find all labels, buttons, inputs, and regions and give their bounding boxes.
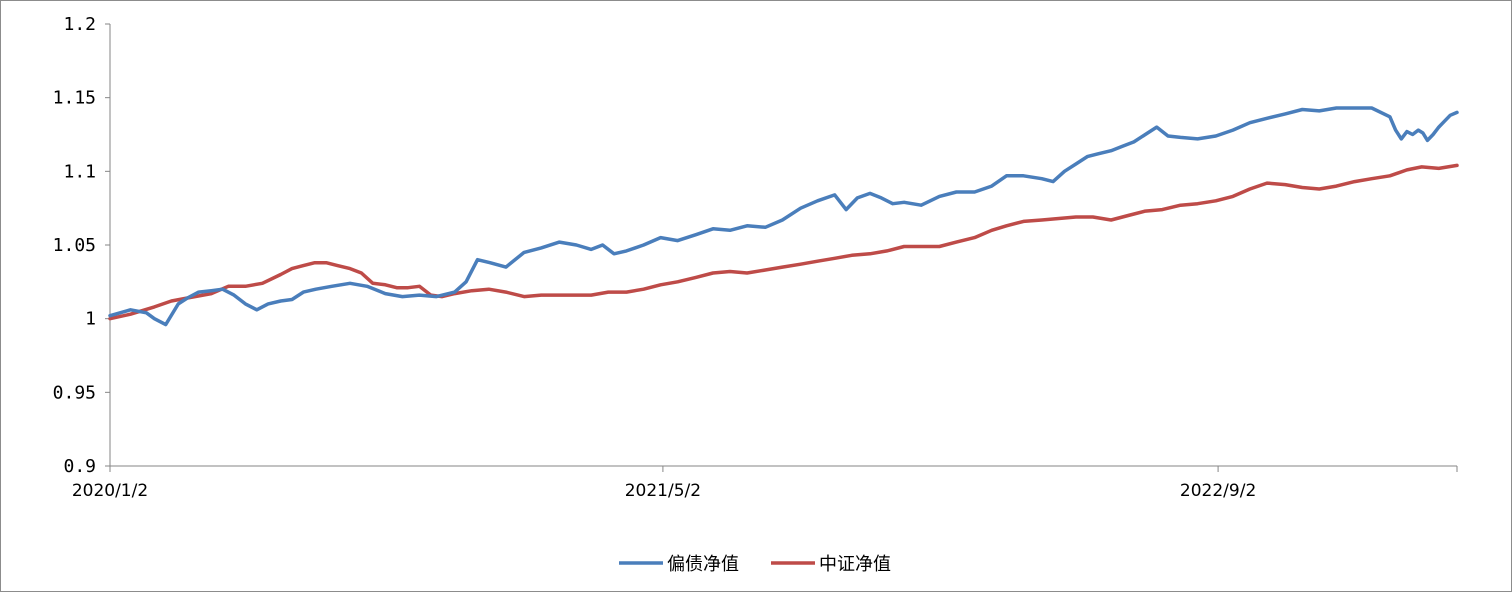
x-tick-label: 2020/1/2 — [72, 481, 148, 501]
series-lines — [108, 106, 1459, 327]
y-tick-label: 1 — [85, 309, 96, 330]
y-tick-label: 1.15 — [53, 88, 96, 109]
legend-label: 偏债净值 — [667, 554, 739, 575]
x-tick-label: 2021/5/2 — [625, 481, 701, 501]
series-line-1 — [108, 106, 1459, 327]
x-tick-label: 2022/9/2 — [1180, 481, 1256, 501]
series-line-2 — [108, 163, 1459, 321]
y-tick-label: 0.9 — [63, 456, 96, 477]
y-tick-label: 1.05 — [53, 235, 96, 256]
y-tick-label: 1.1 — [63, 161, 96, 182]
legend: 偏债净值 中证净值 — [619, 554, 891, 575]
axes — [109, 24, 1457, 467]
y-ticks: 1.2 1.15 1.1 1.05 1 0.95 0.9 — [53, 14, 110, 477]
x-ticks: 2020/1/2 2021/5/2 2022/9/2 — [72, 466, 1458, 501]
y-tick-label: 0.95 — [53, 382, 96, 403]
legend-label: 中证净值 — [819, 554, 891, 575]
y-tick-label: 1.2 — [63, 14, 96, 35]
